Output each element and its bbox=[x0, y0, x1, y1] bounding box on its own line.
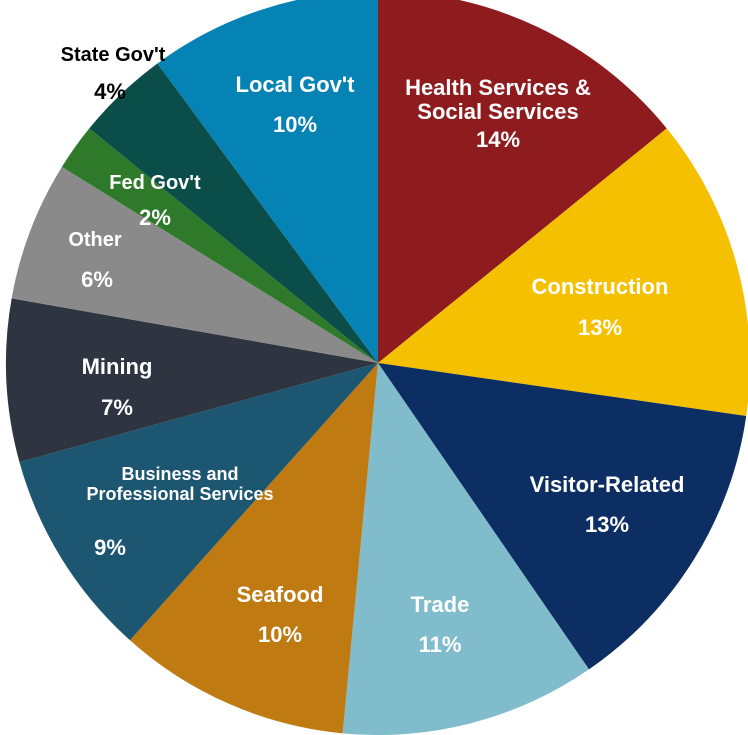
pie-slice bbox=[378, 128, 748, 416]
pie-slice bbox=[129, 363, 378, 734]
slice-label: Seafood bbox=[236, 581, 324, 607]
pie-slice bbox=[61, 128, 379, 363]
pie-slice bbox=[342, 363, 589, 735]
slice-label: Fed Gov't bbox=[109, 172, 201, 194]
slice-value-label: 7% bbox=[101, 394, 133, 420]
pie-slice bbox=[5, 298, 378, 463]
slice-value-label: 10% bbox=[272, 111, 318, 137]
slice-label: Mining bbox=[81, 353, 153, 379]
slice-label: Other bbox=[68, 229, 122, 251]
slice-value-label: 4% bbox=[94, 78, 126, 104]
pie-slice bbox=[378, 363, 747, 670]
slice-value-label: 2% bbox=[139, 204, 171, 230]
slice-value-label: 14% bbox=[475, 126, 521, 152]
slice-label: Trade bbox=[410, 591, 470, 617]
slice-value-label: 13% bbox=[577, 314, 623, 340]
slice-value-label: 6% bbox=[81, 266, 113, 292]
slice-value-label: 13% bbox=[584, 511, 630, 537]
slice-label: Local Gov't bbox=[235, 71, 355, 97]
slice-value-label: 11% bbox=[418, 631, 462, 657]
pie-slice bbox=[157, 0, 378, 363]
pie-slice bbox=[378, 0, 667, 363]
slice-label: Health Services & Social Services bbox=[405, 74, 591, 124]
pie-slice bbox=[19, 363, 379, 641]
pie-slice bbox=[11, 166, 378, 363]
pie-slice bbox=[89, 63, 379, 364]
slice-value-label: 10% bbox=[257, 621, 303, 647]
slice-label: State Gov't bbox=[60, 44, 166, 66]
slice-value-label: 9% bbox=[94, 534, 126, 560]
slice-label: Construction bbox=[531, 273, 669, 299]
slice-label: Business and Professional Services bbox=[86, 464, 274, 504]
slice-label: Visitor-Related bbox=[529, 471, 685, 497]
